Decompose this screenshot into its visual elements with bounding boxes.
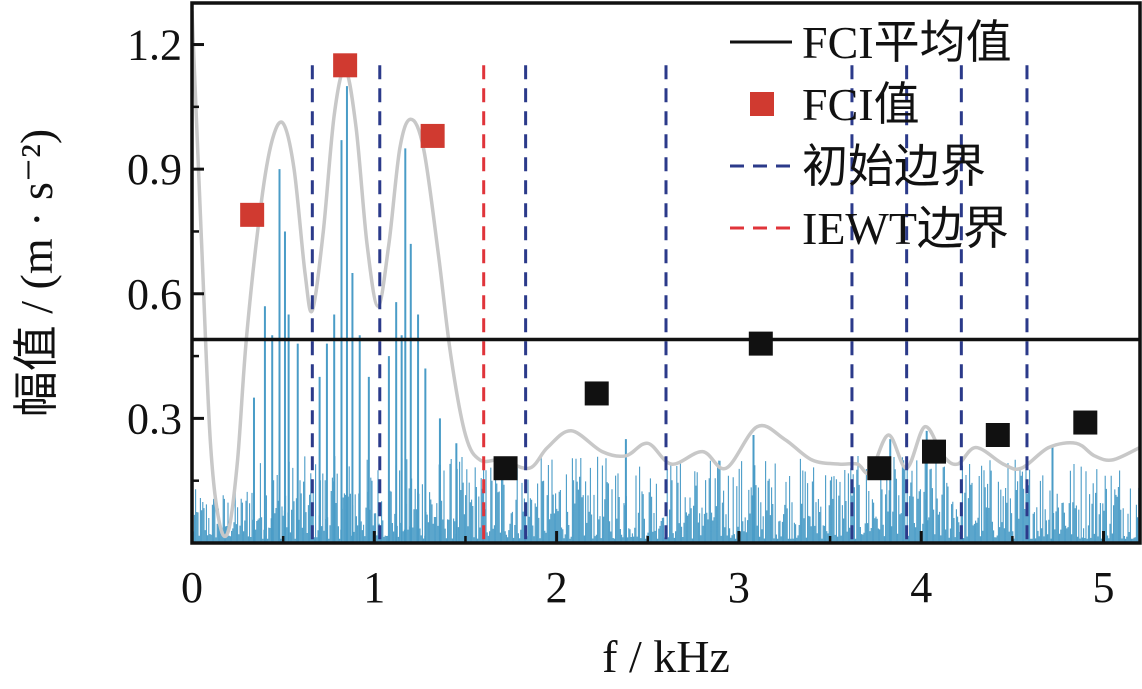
y-tick-label: 0.3 xyxy=(127,394,182,443)
fci-value-marker-black xyxy=(921,439,946,464)
x-tick-label: 3 xyxy=(728,563,750,612)
x-tick-label: 0 xyxy=(181,563,203,612)
fci-value-marker-black xyxy=(867,456,892,481)
fci-value-marker-black xyxy=(493,456,518,481)
fci-value-marker-black xyxy=(748,331,773,356)
legend-entry: IEWT边界 xyxy=(802,203,1009,254)
fci-value-marker-red xyxy=(240,202,265,227)
x-axis-label: f / kHz xyxy=(602,631,730,682)
legend-entry: FCI平均值 xyxy=(802,17,1012,68)
fci-value-marker-red xyxy=(333,53,358,78)
fci-value-marker-black xyxy=(1073,410,1098,435)
fci-value-marker-red xyxy=(420,123,445,148)
y-tick-label: 0.6 xyxy=(127,270,182,319)
fci-value-marker-black xyxy=(584,381,609,406)
legend-entry: FCI值 xyxy=(802,79,920,130)
legend-entry: 初始边界 xyxy=(802,141,986,192)
y-axis-label: 幅值 / (m · s⁻²) xyxy=(11,129,62,418)
plot-frame xyxy=(190,1,1142,545)
x-tick-label: 2 xyxy=(546,563,568,612)
legend-swatch-fci xyxy=(750,92,774,116)
y-tick-label: 1.2 xyxy=(127,21,182,70)
x-tick-label: 5 xyxy=(1093,563,1115,612)
spectrum-envelope xyxy=(192,11,1140,539)
fci-value-marker-black xyxy=(985,423,1010,447)
x-tick-label: 1 xyxy=(363,563,385,612)
y-tick-label: 0.9 xyxy=(127,145,182,194)
x-tick-label: 4 xyxy=(910,563,932,612)
